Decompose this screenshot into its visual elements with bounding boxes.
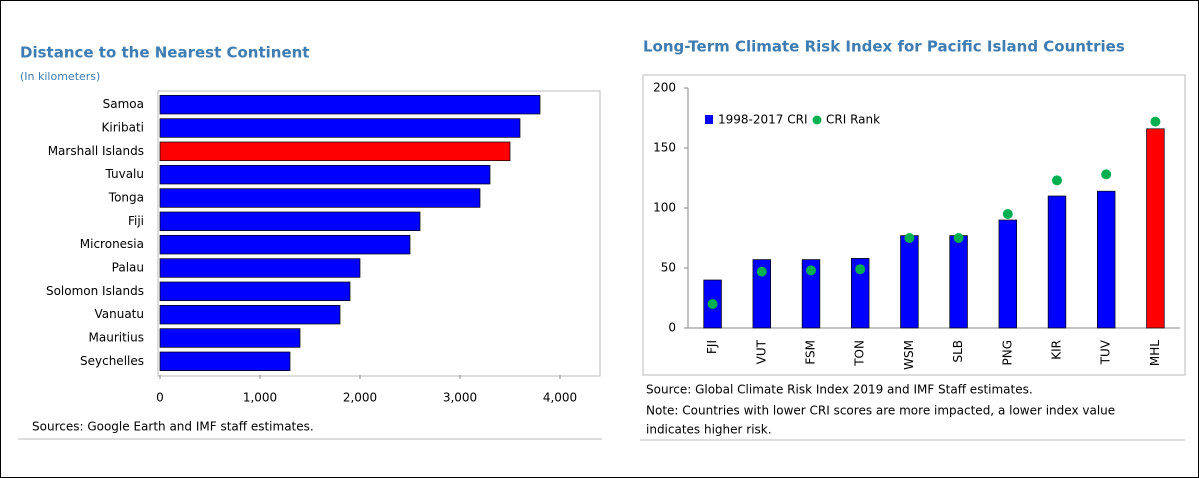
chart-title: Long-Term Climate Risk Index for Pacific… [643,38,1125,56]
legend-swatch [812,115,822,125]
bar [801,259,821,329]
x-tick-label: 3,000 [443,391,477,405]
y-tick-label: 200 [653,81,676,95]
x-tick-label: MHL [1148,340,1162,366]
y-tick-label: Solomon Islands [46,284,144,298]
bar [159,234,411,255]
bar [900,235,919,329]
y-tick-label: Fiji [128,214,144,228]
point [953,233,964,243]
x-tick-label: FSM [804,340,818,365]
bar [159,188,481,208]
y-tick-label: Kiribati [102,121,144,135]
source: Sources: Google Earth and IMF staff esti… [32,420,314,434]
bar [1146,128,1165,329]
point [806,265,816,276]
y-tick-label: Mauritius [89,331,144,345]
legend-label: 1998-2017 CRI [718,113,807,127]
bar [159,141,511,162]
x-tick-label: 4,000 [543,391,577,405]
source: Source: Global Climate Risk Index 2019 a… [646,383,1033,397]
y-tick-label: Vanuatu [94,307,144,321]
y-tick-label: Samoa [103,97,144,111]
y-tick-label: Tuvalu [104,167,144,181]
y-tick-label: 150 [653,141,676,155]
x-tick-label: WSM [902,340,916,370]
note: indicates higher risk. [646,423,772,437]
chart-subtitle: (In kilometers) [20,70,100,83]
bar [159,211,421,232]
y-tick-label: Tonga [108,191,144,205]
point [855,264,866,275]
legend-swatch [705,115,713,124]
bar [159,258,361,278]
bar [998,219,1018,329]
x-tick-label: TUV [1099,339,1113,365]
x-tick-label: PNG [1000,340,1014,366]
x-tick-label: 0 [156,391,164,405]
y-tick-label: 100 [653,201,676,215]
plot-frame [157,90,601,377]
point [1052,175,1062,186]
y-tick-label: Palau [112,261,144,275]
plot-frame [642,74,1186,376]
y-tick-label: Seychelles [80,354,144,368]
x-tick-label: KIR [1050,340,1064,360]
x-tick-label: SLB [951,340,965,363]
bar [752,259,772,329]
y-tick-label: 50 [661,261,676,275]
chart-title: Distance to the Nearest Continent [20,44,309,62]
y-tick-label: Marshall Islands [48,144,144,158]
bar [159,351,291,372]
x-tick-label: 1,000 [243,391,277,405]
bar [159,118,521,138]
bar [159,94,541,115]
bar [850,258,870,329]
x-tick-label: 2,000 [343,391,377,405]
point [1101,169,1112,180]
point [904,233,915,243]
bar [159,304,341,325]
bar [159,164,491,185]
point [707,299,718,309]
point [756,266,767,277]
bar [1047,195,1067,329]
bar [159,328,301,348]
bar [159,281,351,302]
x-tick-label: VUT [754,339,768,364]
legend-label: CRI Rank [826,113,880,127]
y-tick-label: Micronesia [80,237,144,251]
bar [949,235,968,329]
x-tick-label: FJI [705,340,719,354]
point [1150,116,1161,127]
x-tick-label: TON [853,340,867,367]
point [1002,209,1013,219]
note: Note: Countries with lower CRI scores ar… [646,404,1115,418]
y-tick-label: 0 [668,321,676,335]
bar [1096,190,1116,329]
